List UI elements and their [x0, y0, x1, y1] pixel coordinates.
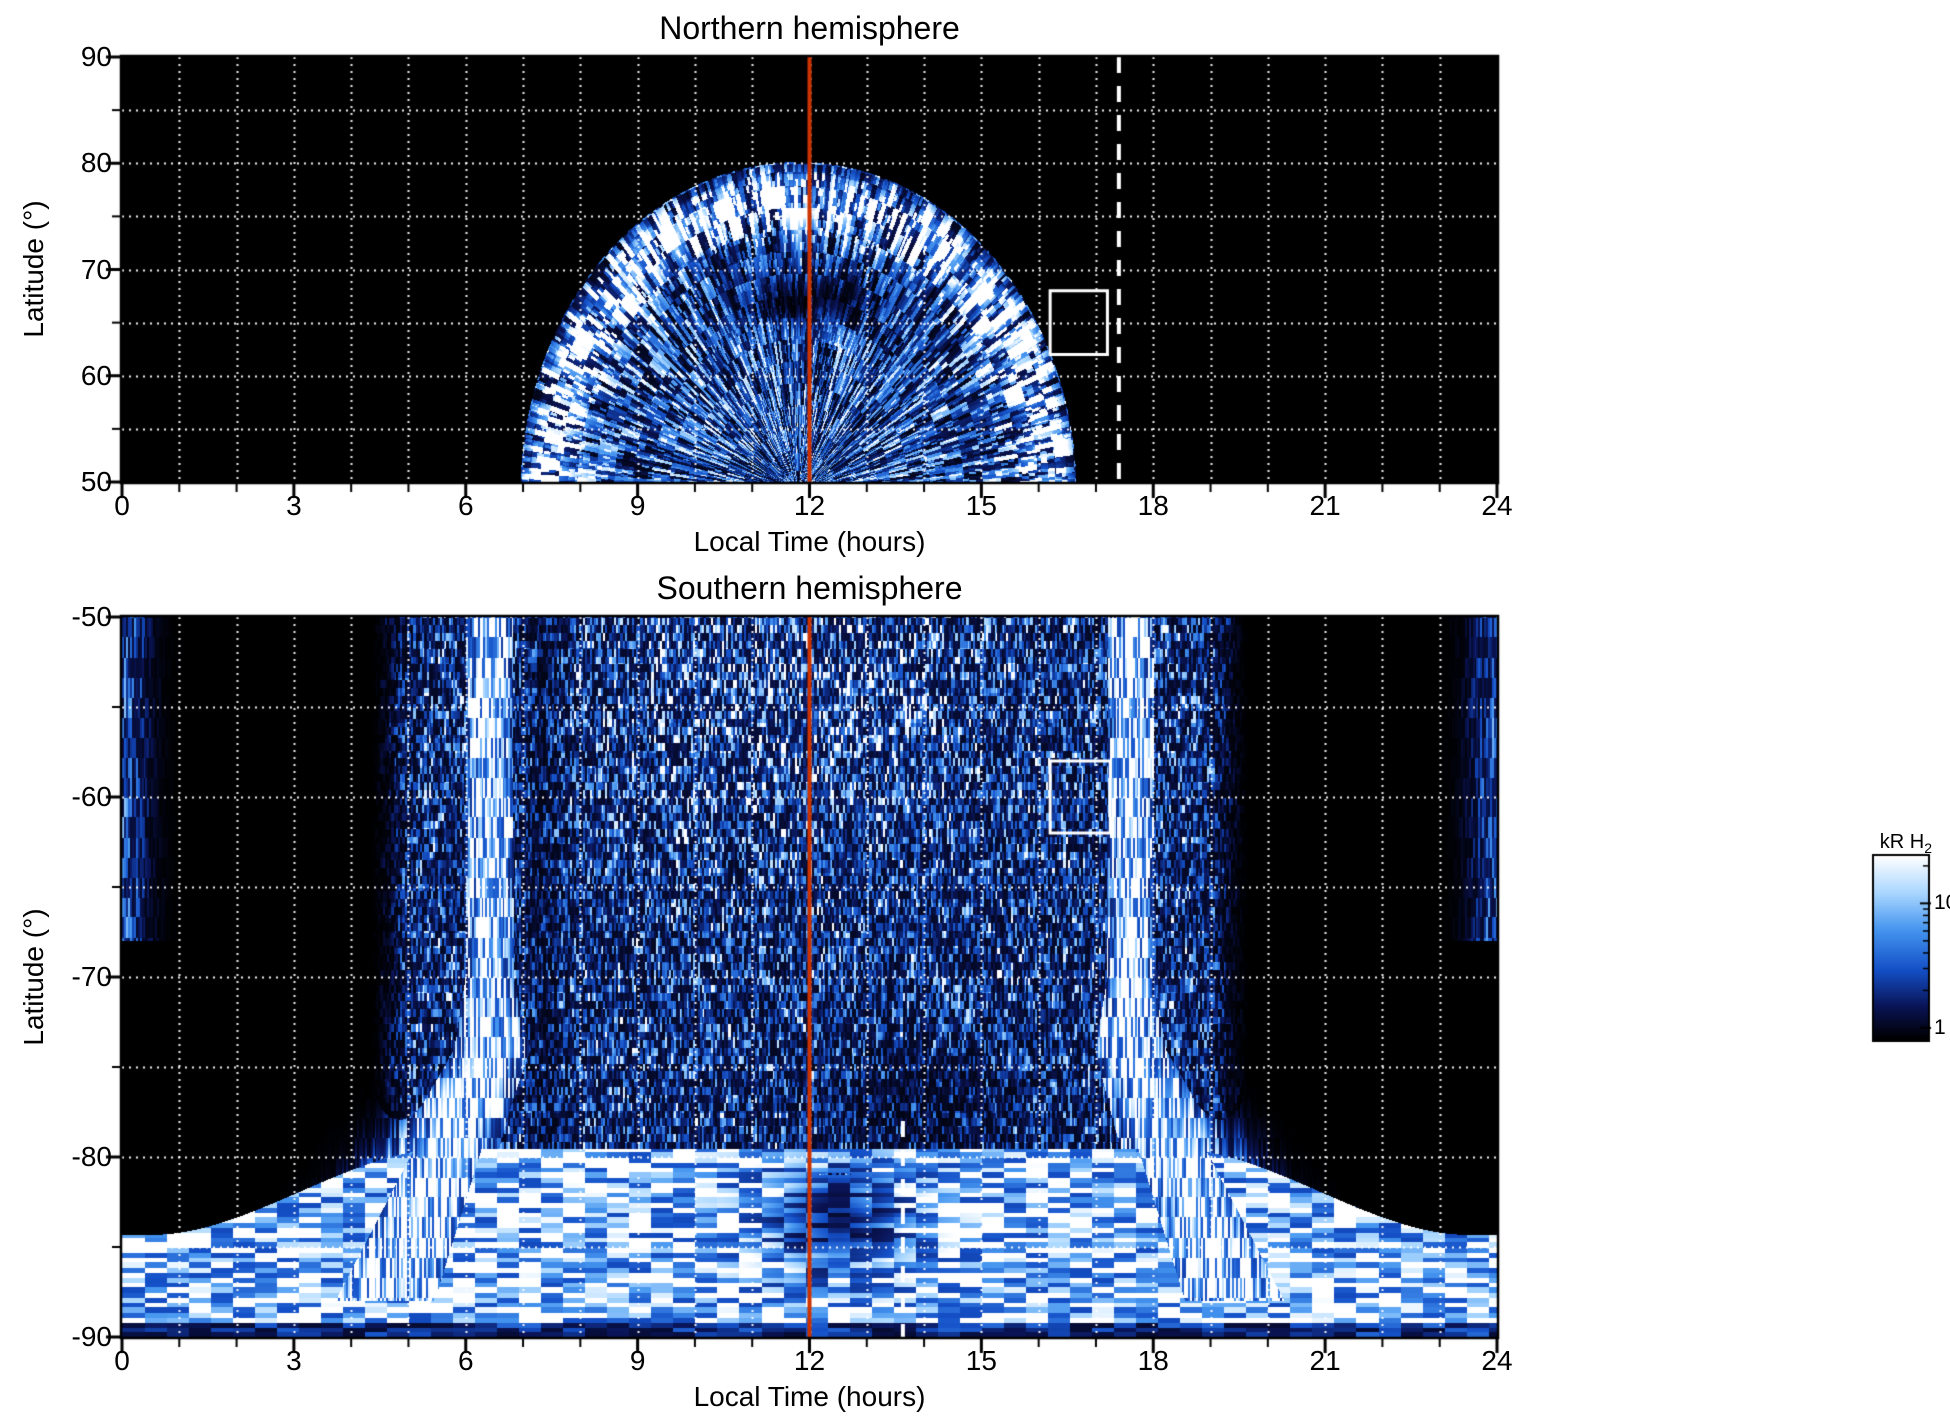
northern-ytick-90: 90 [80, 41, 112, 72]
colorbar-label-subscript: 2 [1924, 840, 1932, 856]
southern-ytick--50: -50 [71, 601, 112, 632]
southern-ytick--70: -70 [71, 961, 112, 992]
northern-ytick-70: 70 [80, 253, 112, 285]
northern-xtick-3: 3 [286, 490, 302, 521]
colorbar-tick-1: 1 [1934, 1015, 1946, 1039]
southern-xtick-21: 21 [1309, 1345, 1341, 1376]
southern-xtick-12: 12 [793, 1345, 826, 1376]
northern-xtick-18: 18 [1137, 490, 1169, 521]
southern-xtick-24: 24 [1481, 1345, 1513, 1376]
northern-xtick-21: 21 [1309, 490, 1341, 521]
northern-ytick-80: 80 [80, 147, 112, 179]
colorbar-label-text: kR H [1879, 831, 1925, 853]
northern-xtick-15: 15 [965, 490, 997, 521]
northern-ytick-50: 50 [80, 466, 112, 497]
south-xaxis-label: Local Time (hours) [693, 1381, 926, 1412]
southern-ytick--90: -90 [71, 1321, 112, 1352]
southern-xtick-15: 15 [965, 1345, 997, 1376]
southern-ytick--80: -80 [71, 1141, 112, 1172]
colorbar-label: kR H2 [1852, 831, 1932, 856]
southern-xtick-0: 0 [114, 1345, 130, 1376]
northern-xtick-6: 6 [457, 490, 474, 521]
southern-xtick-3: 3 [286, 1345, 302, 1376]
northern-xtick-9: 9 [629, 490, 646, 521]
colorbar-tick-10: 10 [1934, 891, 1950, 915]
north-xaxis-label: Local Time (hours) [693, 526, 926, 557]
southern-ytick--60: -60 [71, 781, 112, 812]
northern-xtick-0: 0 [114, 490, 130, 521]
south-title: Southern hemisphere [656, 570, 963, 606]
southern-xtick-9: 9 [629, 1345, 646, 1376]
northern-xtick-24: 24 [1481, 490, 1513, 521]
north-title: Northern hemisphere [659, 10, 960, 46]
southern-xtick-18: 18 [1137, 1345, 1169, 1376]
northern-ytick-60: 60 [80, 359, 112, 391]
northern-xtick-12: 12 [793, 490, 826, 521]
southern-xtick-6: 6 [457, 1345, 474, 1376]
